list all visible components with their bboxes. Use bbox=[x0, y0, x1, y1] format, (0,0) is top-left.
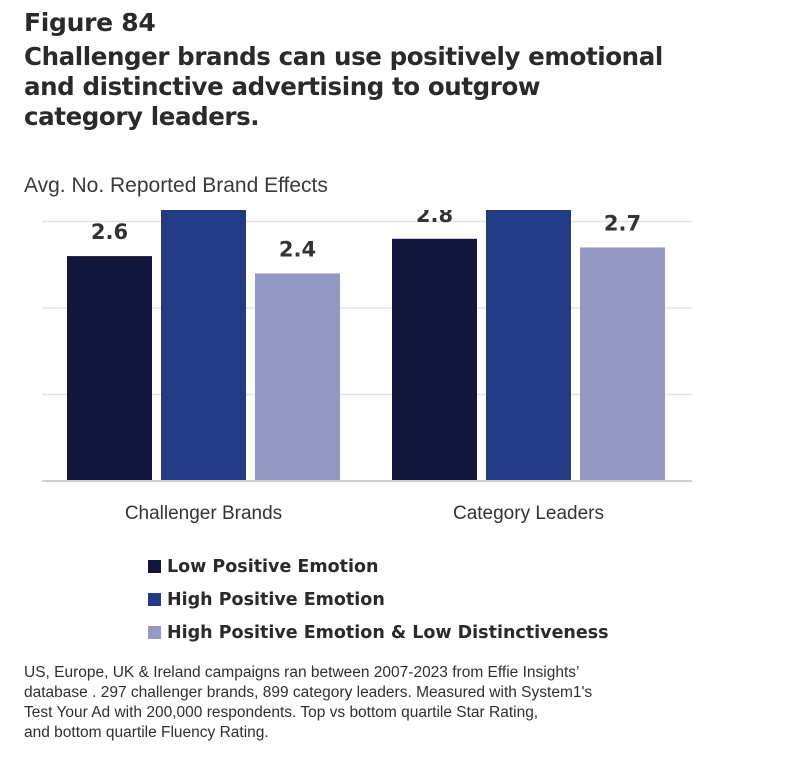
legend-item: Low Positive Emotion bbox=[148, 550, 609, 583]
data-label: 2.6 bbox=[91, 220, 128, 244]
chart-title: Avg. No. Reported Brand Effects bbox=[24, 174, 328, 197]
figure-title-line: category leaders. bbox=[24, 102, 260, 131]
bar bbox=[67, 256, 152, 481]
bar bbox=[161, 210, 246, 481]
legend-label: High Positive Emotion & Low Distinctiven… bbox=[167, 622, 609, 643]
category-label: Challenger Brands bbox=[125, 503, 282, 524]
chart-legend: Low Positive Emotion High Positive Emoti… bbox=[148, 550, 609, 649]
legend-swatch bbox=[148, 593, 161, 606]
data-label: 2.7 bbox=[604, 211, 641, 235]
figure-label: Figure 84 bbox=[24, 8, 156, 37]
footnote-line: and bottom quartile Fluency Rating. bbox=[24, 724, 269, 741]
legend-swatch bbox=[148, 560, 161, 573]
footnote-line: Test Your Ad with 200,000 respondents. T… bbox=[24, 704, 539, 721]
bar bbox=[486, 210, 571, 481]
bar bbox=[255, 273, 340, 481]
figure-title-line: Challenger brands can use positively emo… bbox=[24, 42, 663, 71]
legend-item: High Positive Emotion bbox=[148, 583, 609, 616]
footnote-line: US, Europe, UK & Ireland campaigns ran b… bbox=[24, 664, 580, 681]
legend-label: Low Positive Emotion bbox=[167, 556, 379, 577]
data-label: 2.4 bbox=[279, 237, 316, 261]
footnote-line: database . 297 challenger brands, 899 ca… bbox=[24, 684, 593, 701]
bar bbox=[580, 247, 665, 481]
data-label: 2.8 bbox=[416, 210, 453, 227]
footnote: US, Europe, UK & Ireland campaigns ran b… bbox=[24, 663, 764, 743]
legend-swatch bbox=[148, 626, 161, 639]
bar bbox=[392, 238, 477, 481]
figure-title-line: and distinctive advertising to outgrow bbox=[24, 72, 541, 101]
category-label: Category Leaders bbox=[453, 503, 604, 524]
figure-title: Challenger brands can use positively emo… bbox=[24, 42, 724, 132]
legend-item: High Positive Emotion & Low Distinctiven… bbox=[148, 616, 609, 649]
legend-label: High Positive Emotion bbox=[167, 589, 385, 610]
